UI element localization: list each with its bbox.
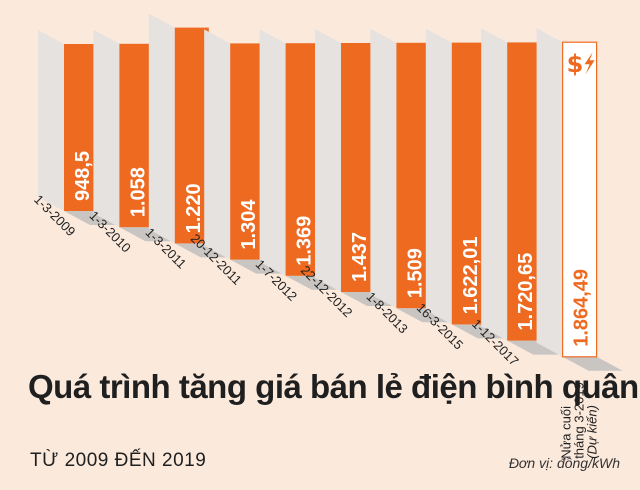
category-label-line: tháng 3-2019	[572, 382, 587, 459]
unit-label: Đơn vị: đồng/kWh	[508, 455, 620, 471]
bar-side	[148, 13, 175, 244]
bar-group: 948,51-3-2009	[31, 30, 124, 239]
bar-side	[38, 30, 64, 211]
bar	[396, 42, 431, 309]
category-label: Nửa cuốitháng 3-2019(Dự kiến)	[559, 382, 600, 459]
bar	[451, 42, 486, 325]
bar	[507, 42, 542, 341]
value-label: 1.437	[349, 232, 371, 282]
category-label-line: Nửa cuối	[559, 406, 574, 459]
bar	[119, 43, 154, 228]
bar-side	[204, 29, 231, 260]
value-label: 1.058	[127, 167, 149, 217]
bar-side	[315, 29, 341, 292]
bar-side	[370, 28, 397, 309]
bar	[230, 43, 265, 260]
lightning-bolt-icon	[584, 52, 595, 75]
bar-side	[93, 29, 120, 228]
dollar-sign-icon: $	[567, 50, 584, 78]
chart-title: Quá trình tăng giá bán lẻ điện bình quân	[28, 368, 639, 405]
value-label: 1.509	[404, 248, 426, 298]
bar	[562, 42, 597, 357]
bar	[64, 44, 98, 211]
bar	[341, 43, 375, 292]
value-label: 1.304	[238, 199, 260, 250]
value-label: 1.864,49	[571, 269, 593, 347]
bar-side	[536, 28, 563, 357]
bar-side	[259, 29, 286, 276]
bar	[174, 27, 209, 244]
value-label: 1.720,65	[515, 253, 537, 331]
bar	[285, 43, 320, 276]
value-label: 1.220	[183, 183, 205, 233]
value-label: 948,5	[72, 151, 94, 201]
highlight-bar-outline	[561, 41, 598, 358]
bar-base	[562, 356, 623, 371]
bar-group: 1.864,49 Nửa cuốitháng 3-2019(Dự kiến) $	[536, 28, 623, 459]
bar-side	[425, 28, 452, 325]
chart-subtitle: TỪ 2009 ĐẾN 2019	[30, 450, 207, 471]
category-label-line: (Dự kiến)	[585, 405, 600, 459]
value-label: 1.369	[294, 216, 316, 266]
bar-side	[481, 28, 508, 341]
value-label: 1.622,01	[460, 237, 482, 315]
